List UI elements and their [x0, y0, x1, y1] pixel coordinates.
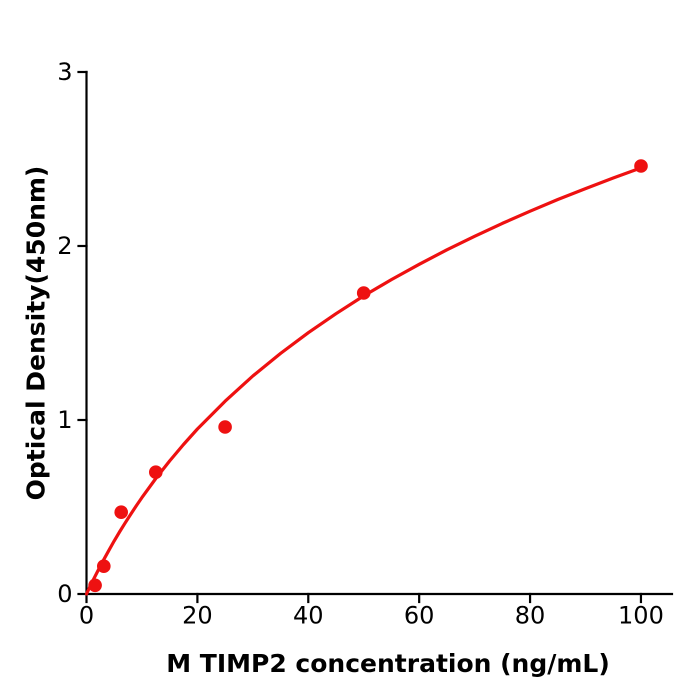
x-tick-label: 100 [618, 602, 664, 630]
x-tick-label: 60 [404, 602, 435, 630]
y-axis-label: Optical Density(450nm) [22, 166, 51, 501]
y-tick-label: 2 [57, 232, 72, 260]
axes-layer: 0 20 40 60 80 100 0 1 2 3 [57, 58, 674, 630]
x-tick-label: 0 [79, 602, 94, 630]
y-tick-label: 3 [57, 58, 72, 86]
x-axis-label: M TIMP2 concentration (ng/mL) [166, 649, 610, 678]
data-point [114, 505, 128, 519]
x-tick-label: 20 [182, 602, 213, 630]
fit-curve-layer [84, 166, 643, 596]
x-tick-label: 80 [515, 602, 546, 630]
data-point [97, 559, 111, 573]
data-point [356, 286, 371, 300]
x-tick-label: 40 [293, 602, 324, 630]
data-point [88, 578, 102, 593]
y-tick-label: 0 [57, 580, 72, 608]
data-point [149, 465, 163, 480]
data-points-layer [88, 159, 648, 593]
fit-curve-line [84, 166, 643, 596]
data-point [218, 420, 232, 434]
y-tick-label: 1 [57, 406, 72, 434]
data-point [634, 159, 648, 173]
